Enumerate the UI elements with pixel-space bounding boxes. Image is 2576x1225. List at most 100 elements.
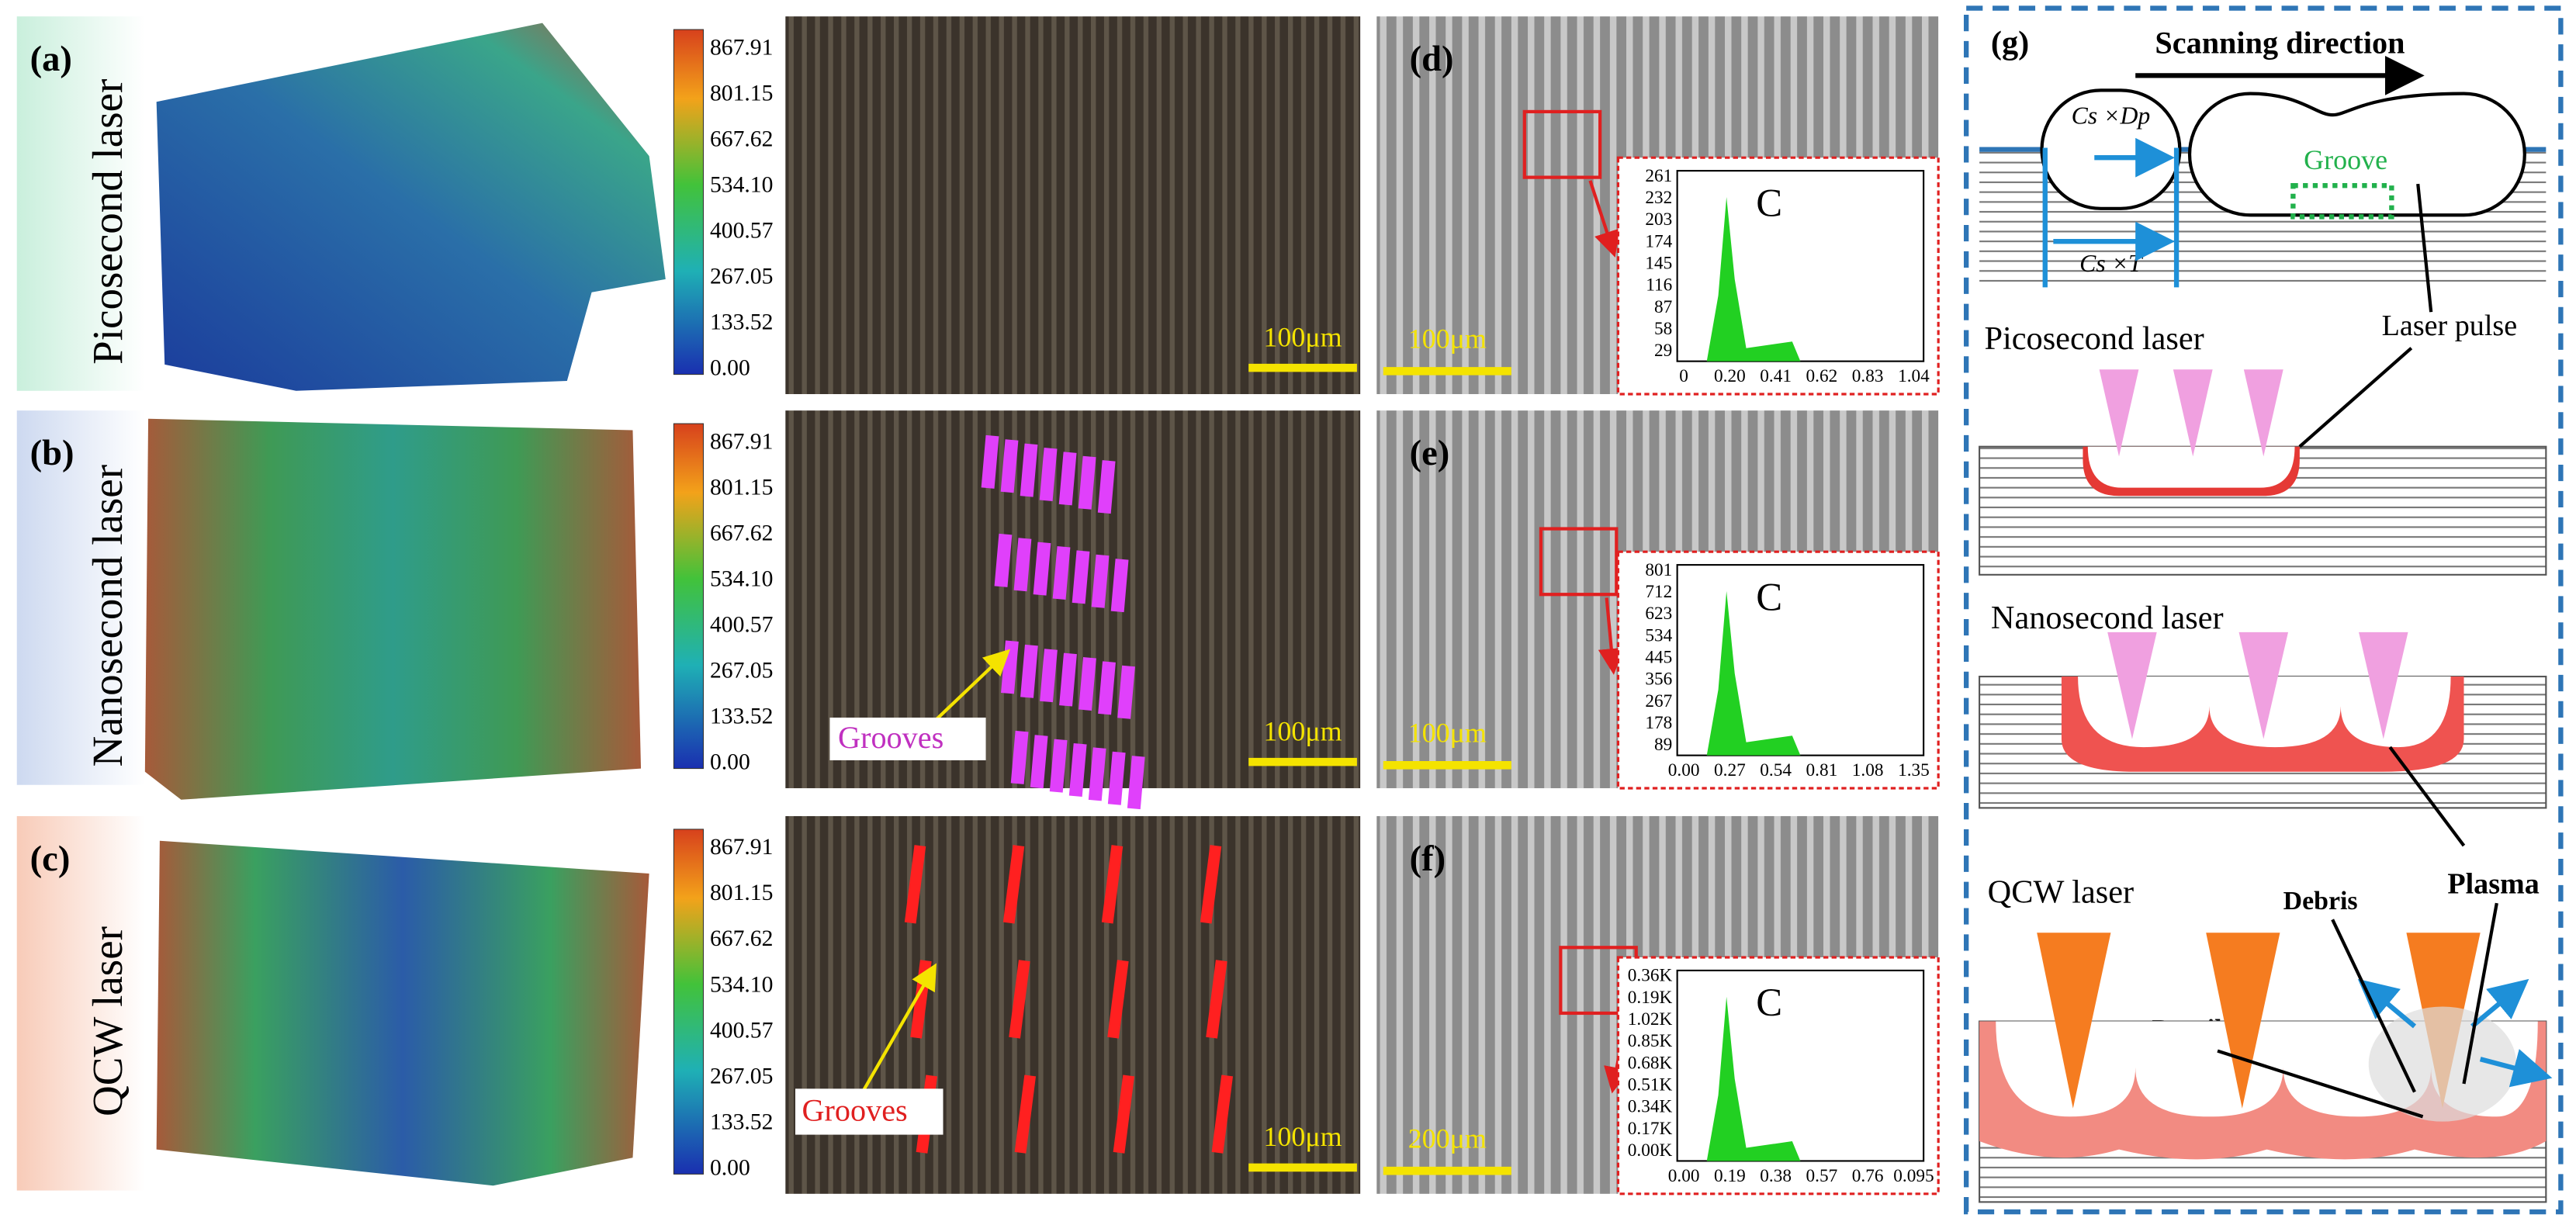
eds-y-tick-label: 178 — [1645, 713, 1672, 733]
colorbar-tick-label: 801.15 — [710, 881, 773, 905]
label-strip — [16, 16, 145, 391]
colorbar-tick-label: 133.52 — [710, 1109, 773, 1134]
groove-mark — [1091, 554, 1110, 608]
scale-bar-label: 100μm — [1408, 324, 1487, 355]
eds-x-tick-label: 0.54 — [1760, 760, 1792, 780]
eds-y-tick-label: 232 — [1645, 188, 1672, 208]
groove-mark — [1010, 730, 1029, 784]
eds-y-tick-label: 712 — [1645, 582, 1672, 602]
groove-mark — [1059, 652, 1077, 707]
leader-line — [2217, 1049, 2424, 1119]
groove-mark — [904, 845, 926, 924]
groove-mark — [1072, 550, 1090, 604]
eds-x-tick-label: 0.83 — [1852, 366, 1884, 386]
scale-bar-label: 200μm — [1408, 1123, 1487, 1154]
groove-mark — [1211, 1074, 1234, 1154]
eds-y-tick-label: 0.00K — [1628, 1140, 1673, 1161]
surface-map — [156, 840, 649, 1186]
eds-x-tick-label: 0.00 — [1668, 760, 1700, 780]
spacing-label: Cs ×Dp — [2072, 102, 2151, 130]
nanosecond-label: Nanosecond laser — [1991, 600, 2224, 636]
eds-x-tick-label: 1.35 — [1898, 760, 1930, 780]
colorbar-tick-label: 667.62 — [710, 926, 773, 951]
leader-line — [2416, 183, 2433, 313]
groove-mark — [1110, 559, 1129, 613]
micrograph — [785, 16, 1361, 394]
pulse-cone — [2359, 632, 2408, 739]
colorbar-tick-label: 801.15 — [710, 81, 773, 106]
groove-mark — [1009, 960, 1030, 1039]
eds-x-tick-label: 0.095 — [1893, 1166, 1934, 1186]
groove-mark — [1088, 747, 1106, 801]
eds-y-tick-label: 0.51K — [1628, 1074, 1673, 1095]
row: (c) QCW laser 867.91 801.15 667.62 534.10 400.… — [16, 815, 1940, 1196]
rows: (a) Picosecond laser 867.91 801.15 667.62 534… — [16, 16, 1940, 1196]
eds-y-tick-label: 116 — [1646, 275, 1672, 296]
zoom-arrow — [1598, 597, 1625, 675]
scale-bar-label: 100μm — [1408, 717, 1487, 748]
colorbar-tick-label: 801.15 — [710, 475, 773, 500]
eds-y-tick-label: 0.19K — [1628, 988, 1673, 1008]
annotation: Grooves — [802, 1092, 907, 1127]
groove-mark — [1020, 443, 1038, 497]
scale-bar-label: 100μm — [1263, 715, 1342, 746]
eds-peak-label: C — [1756, 181, 1782, 224]
eds-x-tick-label: 0.41 — [1760, 366, 1792, 386]
colorbar-tick-label: 867.91 — [710, 35, 773, 60]
groove-mark — [1020, 644, 1038, 698]
spot — [2187, 92, 2526, 217]
eds-y-tick-label: 0.17K — [1628, 1119, 1673, 1139]
groove-mark — [1107, 751, 1126, 805]
eds-y-tick-label: 29 — [1654, 341, 1672, 361]
colorbar-tick-label: 0.00 — [710, 750, 750, 775]
leader-line — [2388, 746, 2466, 847]
annotation: Grooves — [838, 720, 943, 755]
eds-x-tick-label: 0 — [1679, 366, 1688, 386]
eds-x-tick-label: 0.19 — [1714, 1166, 1746, 1186]
groove-box — [2290, 183, 2394, 220]
groove-mark — [1033, 542, 1051, 596]
groove-mark — [1098, 661, 1116, 715]
eds-y-tick-label: 445 — [1645, 648, 1672, 668]
eds-spectrum — [1706, 196, 1801, 362]
groove-label: Groove — [2304, 144, 2387, 175]
eds-y-tick-label: 267 — [1645, 691, 1672, 711]
plasma-label: Plasma — [2447, 868, 2539, 901]
plasma-plume — [2368, 1006, 2517, 1122]
colorbar-tick-label: 667.62 — [710, 126, 773, 151]
eds-x-tick-label: 0.20 — [1714, 366, 1746, 386]
colorbar-tick-label: 400.57 — [710, 612, 773, 637]
annotation-arrow — [860, 963, 937, 1093]
panel-label: (g) — [1991, 25, 2029, 61]
eds-spectrum — [1706, 996, 1801, 1161]
plasma-arrow — [2470, 978, 2529, 1029]
eds-y-tick-label: 58 — [1654, 319, 1672, 339]
colorbar-tick-label: 534.10 — [710, 972, 773, 997]
surface-map — [144, 418, 642, 800]
leader-line — [2298, 347, 2413, 448]
eds-x-tick-label: 0.57 — [1806, 1166, 1838, 1186]
groove-mark — [981, 434, 999, 489]
pulse-cone — [2099, 369, 2139, 457]
zoom-arrow — [1588, 180, 1620, 258]
eds-x-tick-label: 0.27 — [1714, 760, 1746, 780]
colorbar-tick-label: 267.05 — [710, 659, 773, 683]
groove-mark — [1013, 538, 1032, 592]
qcw-label: QCW laser — [1988, 874, 2134, 910]
panel-border — [1963, 5, 2564, 1215]
eds-y-tick-label: 0.36K — [1628, 966, 1673, 986]
eds-x-tick-label: 0.81 — [1806, 760, 1838, 780]
eds-y-tick-label: 89 — [1654, 735, 1672, 755]
row-label: (c) — [30, 839, 71, 879]
eds-inset — [1616, 550, 1940, 790]
colorbar — [673, 829, 705, 1175]
panel-label: (e) — [1410, 434, 1450, 473]
annotation-box — [829, 717, 986, 760]
ablation — [2087, 446, 2295, 488]
groove-mark — [1079, 656, 1096, 711]
pulse-cone — [2238, 632, 2289, 739]
groove-mark — [1078, 455, 1096, 510]
eds-x-tick-label: 0.00 — [1668, 1166, 1700, 1186]
period-label: Cs ×T — [2079, 250, 2144, 277]
